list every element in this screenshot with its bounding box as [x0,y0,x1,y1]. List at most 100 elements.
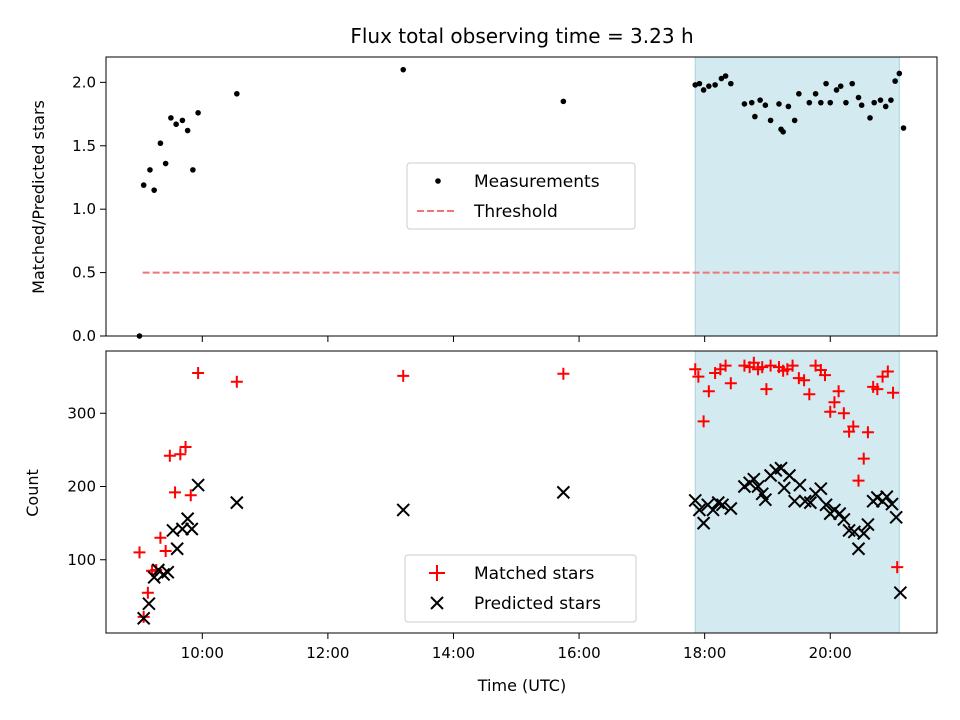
matched-star-point [891,561,904,574]
bottom-axes-frame [105,350,938,634]
bottom-ytick-label: 100 [67,551,96,569]
top-legend-box [406,162,636,230]
bottom-legend: Matched stars Predicted stars [404,554,637,623]
measurement-point [722,73,729,79]
matched-star-point [557,367,570,380]
predicted-star-point [156,567,171,582]
measurement-point [700,87,707,93]
bottom-y-ticks: 100 200 300 [67,404,106,569]
measurement-point [234,90,240,97]
measurement-point [147,167,153,173]
predicted-star-point [161,565,175,579]
measurement-point [728,80,734,87]
predicted-star-point [715,498,730,512]
x-axis-label: Time (UTC) [477,676,566,695]
matched-star-point [861,426,874,439]
measurement-point [718,75,725,82]
top-panel: 0.00.51.01.52.0 Matched/Predicted stars … [29,56,938,345]
matched-star-point [852,474,865,487]
measurement-point [162,160,169,167]
matched-star-point [756,361,769,374]
predicted-star-point [793,478,807,492]
matched-star-point [847,420,860,433]
legend-matched-label: Matched stars [474,564,594,584]
matched-star-point [724,377,737,390]
top-legend: Measurements Threshold [406,162,636,230]
predicted-star-point [136,611,151,626]
predicted-stars-series [136,461,908,626]
bottom-ytick-label: 300 [67,404,96,422]
measurement-point [888,97,894,103]
predicted-star-point [170,542,184,556]
measurement-point [843,99,849,106]
matched-star-point [159,544,172,557]
measurement-point [855,94,862,101]
predicted-star-point [747,472,761,486]
predicted-star-point [889,510,903,524]
top-y-ticks: 0.0 0.5 1.0 1.5 2.0 [72,73,106,345]
matched-star-point [397,369,410,382]
matched-star-point [154,531,167,544]
measurement-point [157,140,164,147]
measurement-point [195,110,201,116]
measurement-point [796,90,802,97]
measurement-point [882,103,889,110]
matched-star-point [689,363,702,376]
predicted-star-point [696,516,711,530]
predicted-star-point [885,497,899,511]
measurement-point [785,103,792,110]
measurement-point [791,117,798,124]
measurement-point [823,80,829,87]
top-ytick-label: 0.0 [72,327,96,345]
measurement-point [896,70,903,77]
matched-star-point [192,366,205,379]
matched-star-point [828,396,841,409]
measurement-point [849,80,856,87]
predicted-star-point [814,481,828,496]
legend-predicted-label: Predicted stars [474,594,601,614]
matched-star-point [169,486,182,499]
measurement-point [757,97,763,103]
matched-star-point [697,415,710,428]
measurements-series [136,66,907,339]
predicted-star-point [751,479,765,494]
legend-measurements-label: Measurements [474,172,600,192]
measurement-point [706,83,712,89]
predicted-star-point [230,495,244,510]
top-x-ticks [201,336,831,342]
predicted-star-point [857,526,871,541]
bottom-legend-box [404,554,637,623]
predicted-star-point [556,485,571,500]
predicted-star-point [851,542,866,556]
measurement-point [892,78,898,84]
predicted-star-point [880,490,894,504]
matched-star-point [692,370,705,383]
measurement-point [748,99,755,106]
measurement-point [776,101,782,107]
measurement-point [712,82,718,88]
matched-star-point [719,359,732,372]
predicted-star-point [175,522,190,536]
measurement-point [837,83,844,89]
top-highlight-span [694,57,900,336]
matched-star-point [163,449,176,462]
predicted-star-point [758,492,773,507]
matched-star-point [230,375,243,388]
measurement-point [767,117,774,124]
predicted-star-point [861,517,875,532]
predicted-star-point [893,586,908,600]
matched-star-point [137,610,150,623]
bottom-xtick-label: 16:00 [557,644,600,662]
bottom-xtick-label: 18:00 [683,644,726,662]
top-observing-window [695,57,900,336]
measurement-point [827,99,834,106]
matched-star-point [887,386,900,399]
matched-star-point [798,374,811,387]
matched-star-point [141,586,154,599]
predicted-star-point [711,495,725,510]
matched-star-point [803,388,816,401]
predicted-star-point [396,503,410,517]
matched-star-point [857,452,870,465]
predicted-star-point [724,501,738,516]
matched-star-point [174,448,187,461]
